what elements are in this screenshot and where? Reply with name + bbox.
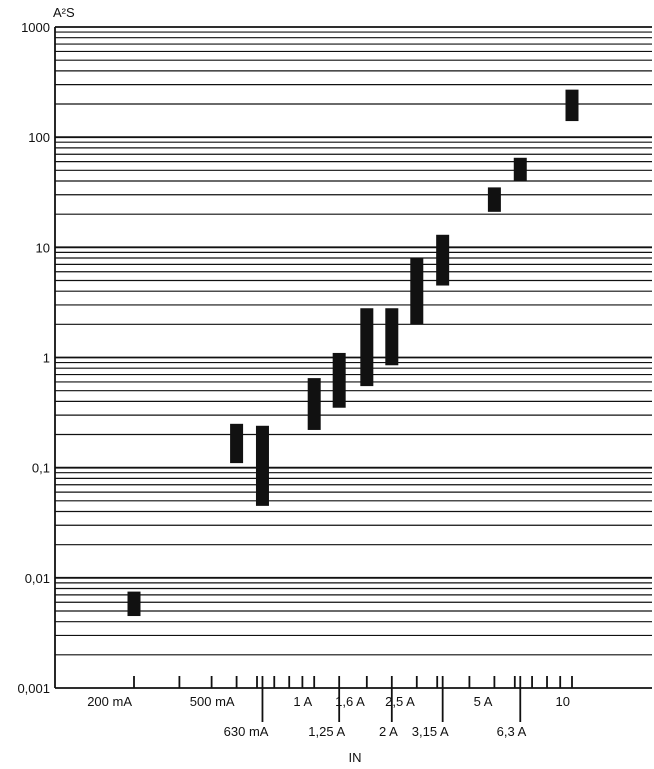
x-tick-label: 1,6 A — [335, 694, 365, 709]
y-tick-label: 1 — [43, 351, 50, 366]
x-tick-label: 630 mA — [224, 724, 269, 739]
x-tick-label: 6,3 A — [497, 724, 527, 739]
y-tick-label: 100 — [28, 130, 50, 145]
y-tick-label: 1000 — [21, 20, 50, 35]
x-tick-label: 5 A — [474, 694, 493, 709]
range-bar — [487, 187, 501, 212]
data-ranges — [127, 89, 579, 617]
range-bar — [565, 89, 579, 122]
x-axis-label: IN — [349, 750, 362, 765]
x-tick-label: 1,25 A — [308, 724, 345, 739]
y-tick-label: 0,01 — [25, 571, 50, 586]
range-bar — [385, 308, 399, 366]
y-tick-label: 0,1 — [32, 461, 50, 476]
range-bar — [513, 157, 527, 182]
range-bar — [230, 423, 244, 464]
x-tick-labels: 200 mA 500 mA 630 mA 1 A 1,25 A 1,6 A 2 A 2,5 A… — [87, 694, 570, 739]
y-axis-label: A²S — [53, 5, 75, 20]
y-tick-labels: 1000 100 10 1 0,1 0,01 0,001 — [17, 20, 50, 696]
y-tick-label: 0,001 — [17, 681, 50, 696]
x-tick-label: 2 A — [379, 724, 398, 739]
y-tick-label: 10 — [36, 240, 50, 255]
range-bar — [410, 258, 424, 325]
range-bar — [436, 234, 450, 286]
x-tick-label: 1 A — [293, 694, 312, 709]
x-tick-label: 2,5 A — [385, 694, 415, 709]
range-bar — [332, 352, 346, 408]
x-tick-label: 10 — [556, 694, 570, 709]
range-bar — [360, 308, 374, 387]
range-bar — [307, 378, 321, 430]
range-bar — [127, 591, 141, 617]
x-tick-label: 500 mA — [190, 694, 235, 709]
x-axis — [133, 676, 573, 722]
x-tick-label: 200 mA — [87, 694, 132, 709]
x-tick-label: 3,15 A — [412, 724, 449, 739]
range-bar — [255, 425, 269, 506]
grid-lines — [54, 26, 652, 689]
